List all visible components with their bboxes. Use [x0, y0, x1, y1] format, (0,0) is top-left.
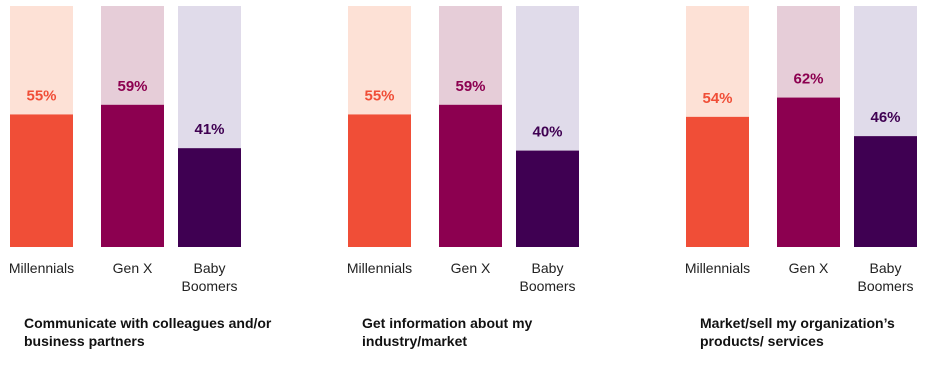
- chart-panel-2: 55% Millennials 59% Gen X 40% Baby Boomers Get…: [338, 0, 598, 372]
- category-label-genx: Gen X: [789, 260, 829, 276]
- chart-2: 55% Millennials 59% Gen X 40% Baby Boomers: [347, 6, 579, 294]
- chart-2-title: Get information about my industry/market: [362, 315, 533, 349]
- value-label-millennials: 55%: [26, 87, 56, 104]
- category-label-boomers: Baby Boomers: [181, 260, 237, 294]
- value-label-genx: 62%: [793, 71, 823, 88]
- bar-millennials: [686, 116, 749, 247]
- category-label-millennials: Millennials: [9, 260, 74, 276]
- bar-genx: [101, 104, 164, 247]
- chart-1: 55% Millennials 59% Gen X 41% Baby Boomers: [9, 6, 241, 294]
- chart-1-title: Communicate with colleagues and/or busin…: [24, 315, 272, 349]
- value-label-genx: 59%: [455, 78, 485, 95]
- value-label-millennials: 55%: [364, 87, 394, 104]
- category-label-genx: Gen X: [113, 260, 153, 276]
- bar-boomers: [516, 150, 579, 247]
- bar-genx: [439, 104, 502, 247]
- chart-3: 54% Millennials 62% Gen X 46% Baby Boomers: [685, 6, 917, 294]
- category-label-genx: Gen X: [451, 260, 491, 276]
- chart-panel-3: 54% Millennials 62% Gen X 46% Baby Boomers Mar…: [676, 0, 936, 372]
- value-label-boomers: 40%: [532, 124, 562, 141]
- value-label-genx: 59%: [117, 78, 147, 95]
- value-label-boomers: 41%: [194, 121, 224, 138]
- category-label-millennials: Millennials: [685, 260, 750, 276]
- value-label-boomers: 46%: [870, 109, 900, 126]
- category-label-millennials: Millennials: [347, 260, 412, 276]
- chart-3-title: Market/sell my organization’s products/ …: [700, 315, 895, 349]
- bar-genx: [777, 97, 840, 247]
- bar-boomers: [178, 148, 241, 247]
- chart-panel-1: 55% Millennials 59% Gen X 41% Baby Boomers Com…: [0, 0, 271, 372]
- category-label-boomers: Baby Boomers: [519, 260, 575, 294]
- bar-millennials: [348, 114, 411, 247]
- bar-millennials: [10, 114, 73, 247]
- category-label-boomers: Baby Boomers: [857, 260, 913, 294]
- value-label-millennials: 54%: [702, 90, 732, 107]
- bar-boomers: [854, 136, 917, 247]
